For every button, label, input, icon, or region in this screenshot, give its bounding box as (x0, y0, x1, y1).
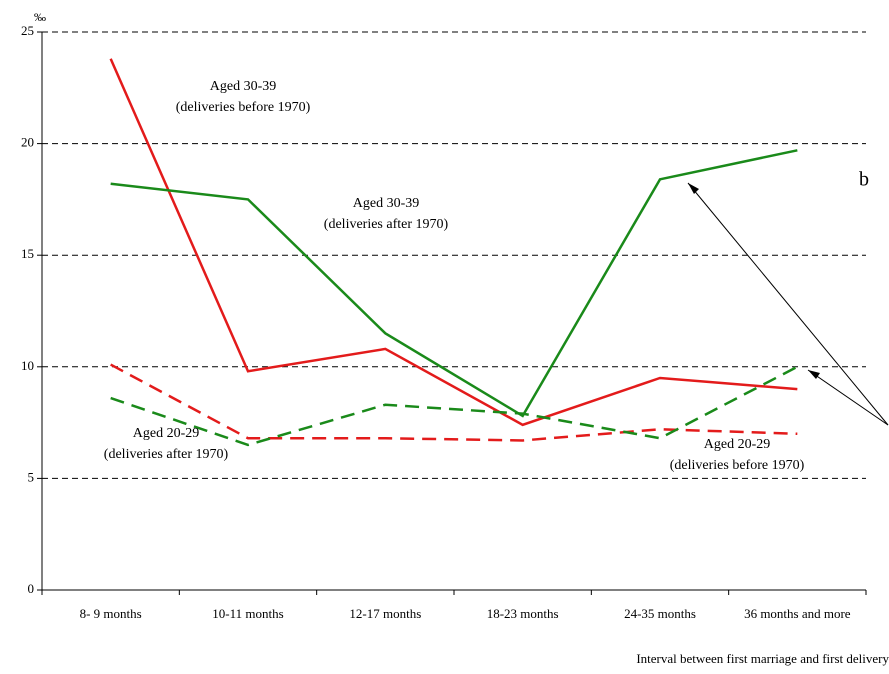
y-tick-label: 0 (28, 581, 35, 596)
arrow (687, 182, 889, 426)
x-title: Interval between first marriage and firs… (636, 651, 889, 666)
x-tick-label: 10-11 months (212, 606, 284, 621)
x-tick-label: 12-17 months (349, 606, 422, 621)
annotation: Aged 30-39 (210, 79, 277, 94)
arrow (807, 369, 889, 426)
annotation: (deliveries after 1970) (104, 447, 229, 462)
y-tick-label: 20 (21, 135, 34, 150)
y-tick-label: 5 (28, 469, 35, 484)
x-tick-label: 24-35 months (624, 606, 696, 621)
annotation: (deliveries before 1970) (670, 458, 805, 473)
series-line (110, 365, 798, 447)
series-line (110, 363, 798, 442)
x-tick-label: 36 months and more (744, 606, 851, 621)
annotation: (deliveries before 1970) (176, 100, 311, 115)
series-line (109, 58, 798, 427)
x-tick-label: 8- 9 months (79, 606, 142, 621)
annotation: b (859, 169, 869, 191)
y-tick-label: 25 (21, 23, 34, 38)
annotation: (deliveries after 1970) (324, 217, 449, 232)
annotation: Aged 30-39 (353, 196, 420, 211)
series-line (110, 149, 798, 418)
y-tick-label: 15 (21, 246, 34, 261)
y-tick-label: 10 (21, 358, 34, 373)
x-tick-label: 18-23 months (486, 606, 559, 621)
annotation: Aged 20-29 (704, 437, 771, 452)
arrow-head (808, 370, 820, 379)
arrow-head (688, 183, 699, 194)
y-unit: ‰ (34, 10, 46, 24)
annotation: Aged 20-29 (133, 426, 200, 441)
